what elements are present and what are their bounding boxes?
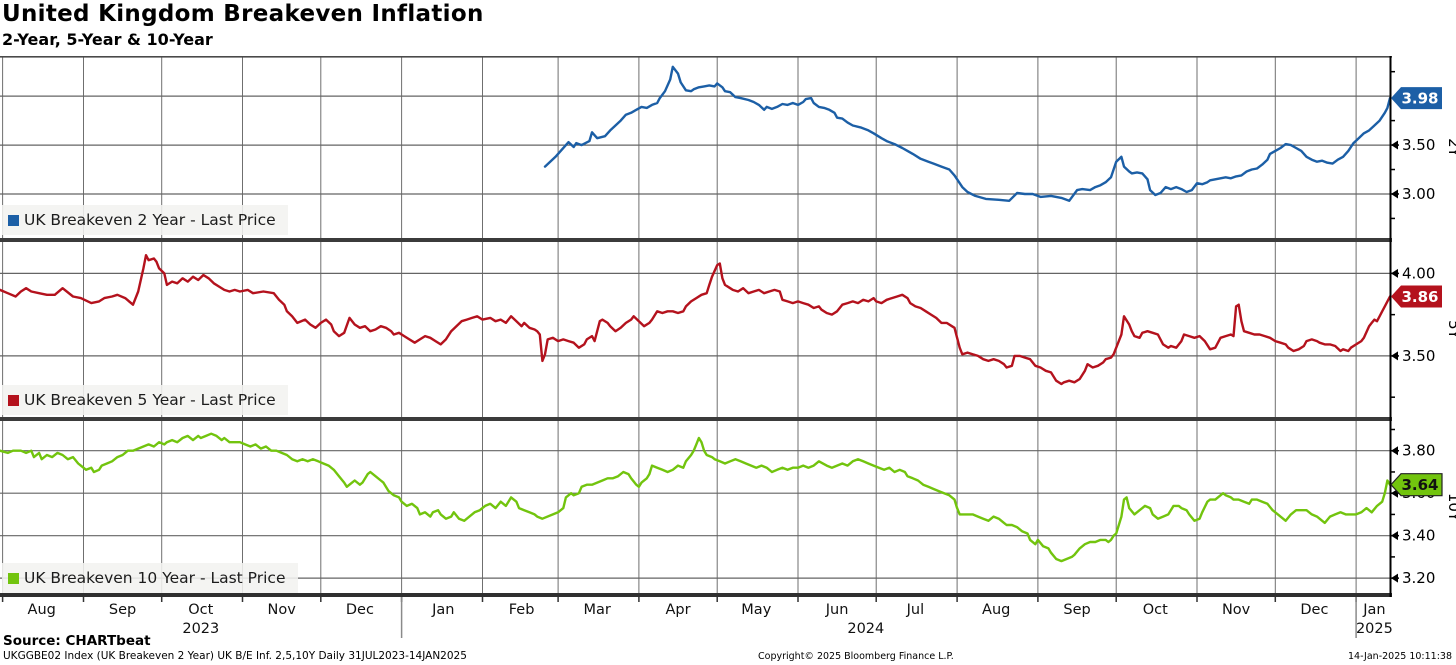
svg-text:Nov: Nov	[1222, 602, 1251, 618]
legend-label-10y: UK Breakeven 10 Year - Last Price	[24, 569, 286, 587]
chart-frame	[0, 56, 1392, 597]
svg-text:3.80: 3.80	[1402, 442, 1435, 460]
last-price-badge-2y: 3.98	[1391, 87, 1442, 110]
panel-axis-title-5y: 5Y	[1445, 320, 1456, 340]
legend-swatch-2y-icon	[8, 214, 19, 226]
gridlines-5y	[0, 272, 1390, 357]
svg-text:Sep: Sep	[1063, 602, 1090, 618]
index-descriptor: UKGGBE02 Index (UK Breakeven 2 Year) UK …	[3, 650, 467, 662]
svg-text:Oct: Oct	[1143, 602, 1168, 618]
svg-text:3.50: 3.50	[1402, 136, 1435, 154]
series-path-2y	[543, 65, 1392, 202]
svg-text:Aug: Aug	[982, 602, 1010, 618]
svg-text:2025: 2025	[1356, 621, 1393, 637]
page-title: United Kingdom Breakeven Inflation	[2, 1, 484, 27]
svg-text:May: May	[741, 602, 771, 618]
svg-text:3.20: 3.20	[1402, 569, 1435, 587]
legend-2y[interactable]: UK Breakeven 2 Year - Last Price	[2, 205, 288, 235]
svg-text:Jan: Jan	[431, 602, 454, 618]
page-subtitle: 2-Year, 5-Year & 10-Year	[2, 30, 213, 49]
svg-text:3.86: 3.86	[1401, 288, 1438, 306]
y-axis-2y: 3.50 3.00	[1390, 70, 1435, 220]
series-path-5y	[0, 254, 1392, 386]
svg-text:Apr: Apr	[665, 602, 690, 618]
svg-text:Dec: Dec	[346, 602, 374, 618]
svg-text:Jul: Jul	[906, 602, 925, 618]
svg-text:3.98: 3.98	[1401, 90, 1438, 108]
y-axis-5y: 4.00 3.50	[1390, 264, 1435, 398]
legend-swatch-5y-icon	[8, 394, 19, 406]
legend-label-5y: UK Breakeven 5 Year - Last Price	[24, 391, 276, 409]
svg-text:Jan: Jan	[1362, 602, 1385, 618]
panel-axis-title-10y: 10Y	[1445, 493, 1456, 522]
svg-text:Nov: Nov	[268, 602, 297, 618]
svg-text:Aug: Aug	[28, 602, 56, 618]
svg-text:Oct: Oct	[188, 602, 213, 618]
legend-label-2y: UK Breakeven 2 Year - Last Price	[24, 211, 276, 229]
legend-10y[interactable]: UK Breakeven 10 Year - Last Price	[2, 563, 298, 593]
source-label: Source: CHARTbeat	[3, 633, 151, 649]
svg-text:3.40: 3.40	[1402, 527, 1435, 545]
svg-text:Mar: Mar	[584, 602, 611, 618]
x-axis-labels: Aug Sep Oct Nov Dec Jan Feb Mar Apr May Jun Jul Aug S…	[1, 597, 1393, 638]
gridlines-2y	[0, 95, 1390, 195]
copyright-notice: Copyright© 2025 Bloomberg Finance L.P.	[758, 651, 954, 662]
gridlines-10y	[0, 450, 1390, 579]
timestamp: 14-Jan-2025 10:11:38	[1348, 651, 1452, 662]
svg-text:Feb: Feb	[509, 602, 535, 618]
svg-text:2024: 2024	[847, 621, 884, 637]
legend-swatch-10y-icon	[8, 572, 19, 584]
last-price-badge-10y: 3.64	[1390, 473, 1443, 497]
last-price-badge-5y: 3.86	[1391, 285, 1442, 308]
svg-text:Jun: Jun	[825, 602, 849, 618]
legend-5y[interactable]: UK Breakeven 5 Year - Last Price	[2, 385, 288, 415]
svg-text:Dec: Dec	[1300, 602, 1328, 618]
svg-text:2023: 2023	[182, 621, 219, 637]
svg-text:3.00: 3.00	[1402, 185, 1435, 203]
series-path-10y	[0, 432, 1392, 563]
svg-text:3.64: 3.64	[1401, 476, 1438, 494]
svg-text:3.50: 3.50	[1402, 347, 1435, 365]
svg-text:Sep: Sep	[109, 602, 136, 618]
panel-axis-title-2y: 2Y	[1445, 138, 1456, 158]
svg-text:4.00: 4.00	[1402, 264, 1435, 282]
y-axis-10y: 3.803.603.403.20	[1390, 428, 1435, 587]
